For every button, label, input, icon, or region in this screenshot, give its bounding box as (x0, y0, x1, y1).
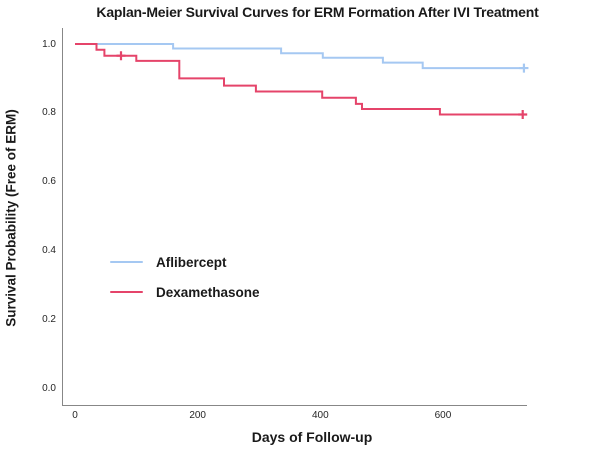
dexamethasone-line-swatch (110, 291, 143, 293)
legend-label-dexamethasone: Dexamethasone (156, 284, 260, 300)
y-tick-label: 0.8 (42, 107, 56, 119)
y-tick-label: 0.6 (42, 176, 56, 188)
y-tick-label: 1.0 (42, 38, 56, 50)
x-axis-label: Days of Follow-up (251, 429, 373, 445)
x-axis-spine (62, 405, 527, 406)
aflibercept-line-swatch (110, 261, 143, 263)
y-axis-spine (62, 28, 63, 405)
y-tick-label: 0.4 (42, 244, 56, 256)
x-tick-label: 0 (72, 410, 78, 421)
x-tick-label: 200 (189, 410, 206, 421)
x-tick-label: 400 (311, 410, 329, 421)
y-tick-label: 0.0 (42, 382, 56, 394)
y-axis-label: Survival Probability (Free of ERM) (3, 109, 19, 327)
censor-mark (518, 110, 528, 120)
y-tick-label: 0.2 (42, 313, 56, 325)
dexamethasone-curve (75, 43, 523, 116)
legend: Aflibercept Dexamethasone (110, 247, 260, 307)
legend-item-aflibercept: Aflibercept (110, 247, 260, 277)
legend-item-dexamethasone: Dexamethasone (110, 277, 260, 307)
legend-label-aflibercept: Aflibercept (156, 254, 227, 270)
censor-mark (116, 51, 126, 61)
x-tick-label: 600 (434, 410, 452, 421)
censor-mark (519, 63, 529, 73)
aflibercept-curve (75, 43, 524, 70)
chart-title: Kaplan-Meier Survival Curves for ERM For… (96, 4, 539, 20)
